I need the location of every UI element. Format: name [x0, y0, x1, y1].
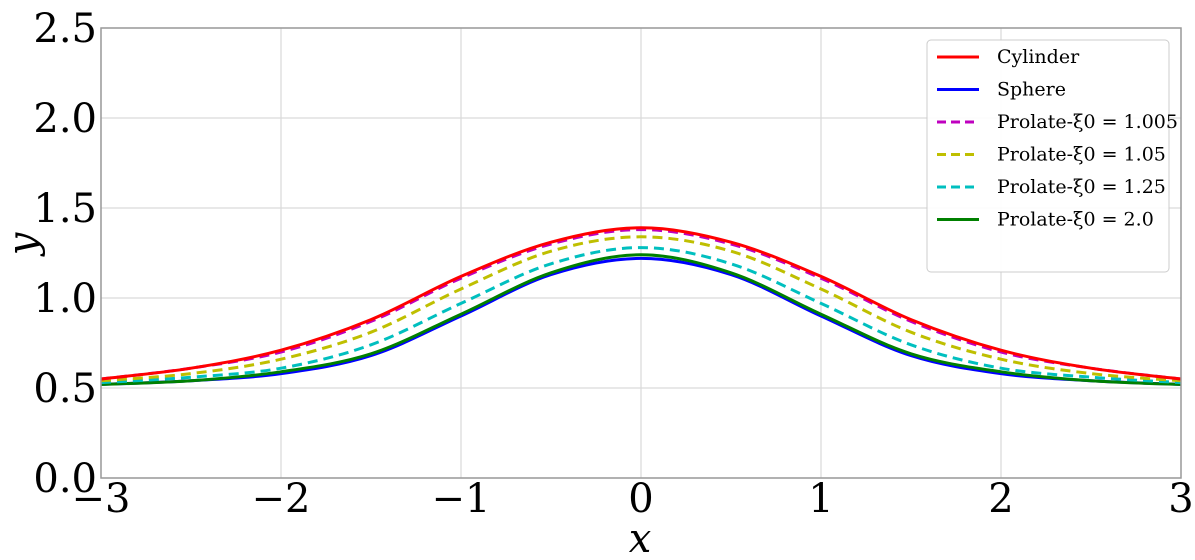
series-line-2: [100, 228, 1182, 381]
series-line-0: [100, 226, 1182, 381]
y-axis-label: y: [0, 231, 46, 257]
legend-label: Sphere: [997, 79, 1066, 101]
series-lines: [100, 226, 1182, 386]
plot-frame: [100, 27, 1182, 479]
x-tick-label: 3: [1168, 476, 1193, 522]
x-tick-label: −3: [72, 476, 131, 522]
y-tick-label: 0.5: [33, 366, 97, 412]
y-tick-label: 2.0: [33, 96, 97, 142]
legend-label: Prolate-ξ0 = 2.0: [997, 209, 1154, 231]
y-tick-label: 1.0: [33, 276, 97, 322]
legend-label: Prolate-ξ0 = 1.005: [997, 111, 1178, 133]
x-tick-label: 0: [628, 476, 653, 522]
x-tick-label: −2: [252, 476, 311, 522]
x-tick-label: 1: [808, 476, 833, 522]
y-tick-label: 2.5: [33, 6, 97, 52]
series-line-1: [100, 256, 1182, 386]
legend-label: Cylinder: [997, 46, 1080, 68]
series-line-5: [100, 253, 1182, 386]
legend-label: Prolate-ξ0 = 1.25: [997, 176, 1166, 198]
legend-box: [926, 39, 1170, 273]
series-line-3: [100, 235, 1182, 383]
y-axis-ticks: 0.0 0.5 1.0 1.5 2.0 2.5: [33, 6, 97, 502]
x-axis-label: x: [629, 516, 652, 560]
legend-label: Prolate-ξ0 = 1.05: [997, 144, 1166, 166]
y-tick-label: 1.5: [33, 186, 97, 232]
series-line-4: [100, 246, 1182, 385]
legend: Cylinder Sphere Prolate-ξ0 = 1.005 Prolate-…: [926, 39, 1178, 273]
x-tick-label: −1: [432, 476, 491, 522]
x-axis-ticks: −3 −2 −1 0 1 2 3: [72, 476, 1194, 522]
x-tick-label: 2: [988, 476, 1013, 522]
y-tick-label: 0.0: [33, 456, 97, 502]
